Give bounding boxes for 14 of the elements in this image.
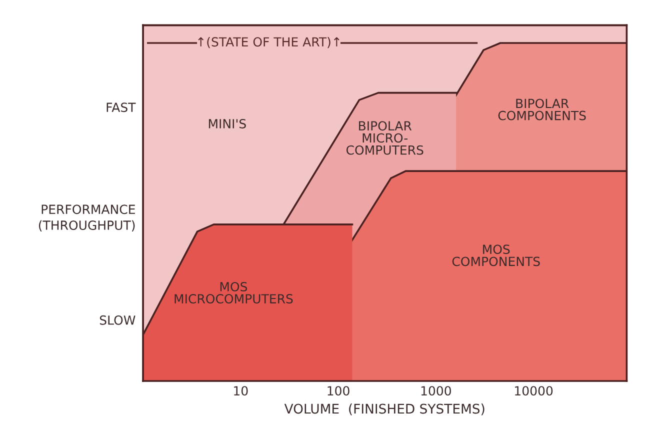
series-label: MOS COMPONENTS: [452, 244, 540, 266]
series-label: MOS MICROCOMPUTERS: [174, 282, 293, 304]
x-tick-label: 10: [234, 386, 248, 396]
text: SLOW: [100, 315, 136, 325]
y-axis-title: PERFORMANCE (THROUGHPUT): [38, 204, 135, 232]
series-label: BIPOLAR COMPONENTS: [498, 98, 586, 120]
series-label: MINI'S: [208, 118, 246, 128]
ref-line-label: ↑(STATE OF THE ART)↑: [198, 36, 340, 48]
x-tick-label: 10000: [515, 386, 553, 396]
series-label: BIPOLAR MICRO- COMPUTERS: [346, 121, 424, 155]
x-axis-title: VOLUME (FINISHED SYSTEMS): [284, 404, 484, 416]
x-tick-label: 1000: [421, 386, 451, 396]
text: FAST: [106, 102, 136, 112]
x-tick-label: 100: [328, 386, 350, 396]
